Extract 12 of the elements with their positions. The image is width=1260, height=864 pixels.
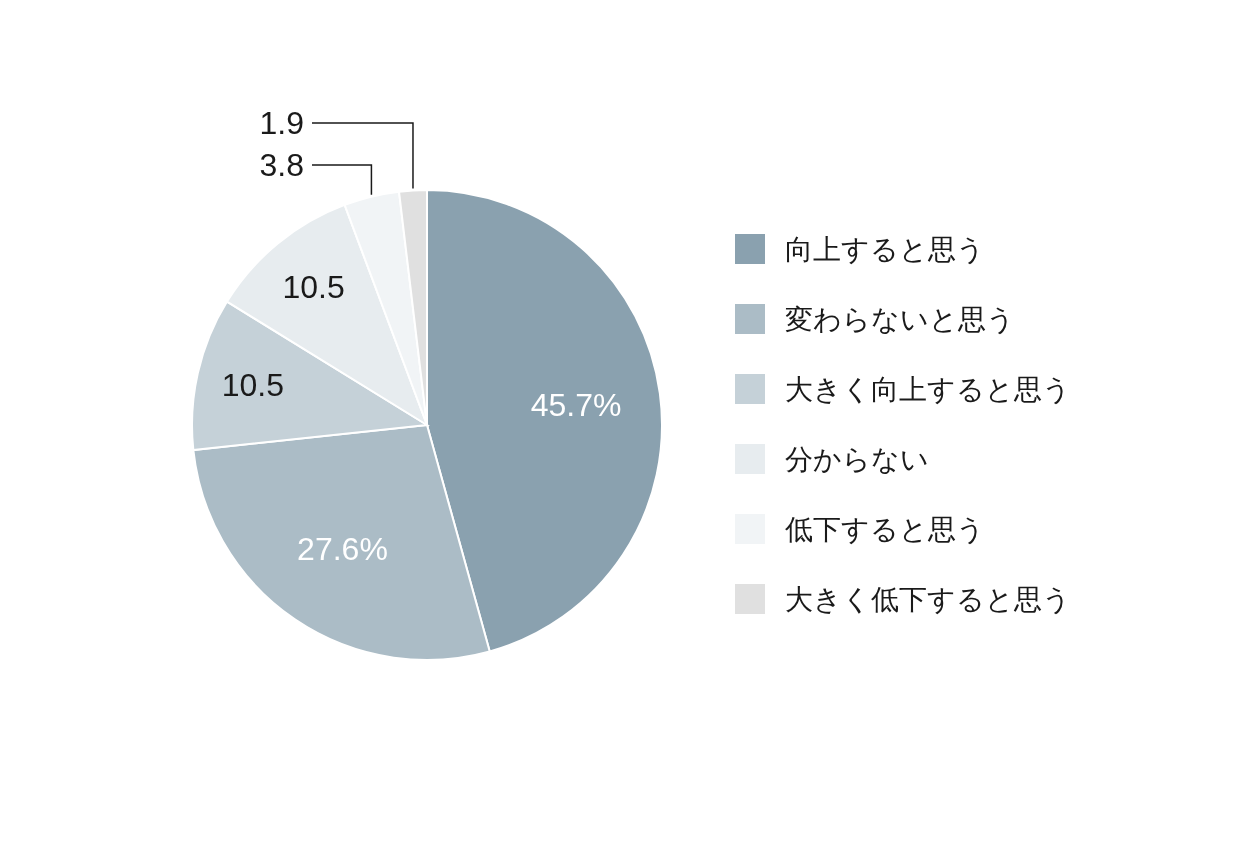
- legend-label: 向上すると思う: [785, 234, 985, 265]
- data-label: 10.5: [282, 269, 345, 306]
- legend-label: 大きく向上すると思う: [785, 374, 1071, 405]
- data-label: 45.7%: [530, 386, 622, 423]
- legend-label: 分からない: [785, 444, 929, 475]
- data-label: 1.9: [259, 105, 304, 141]
- data-label: 27.6%: [297, 531, 388, 568]
- data-label: 10.5: [221, 367, 284, 404]
- legend-label: 大きく低下すると思う: [785, 584, 1071, 615]
- legend-label: 変わらないと思う: [785, 304, 1015, 335]
- legend-label: 低下すると思う: [785, 514, 985, 545]
- data-label: 3.8: [259, 147, 304, 183]
